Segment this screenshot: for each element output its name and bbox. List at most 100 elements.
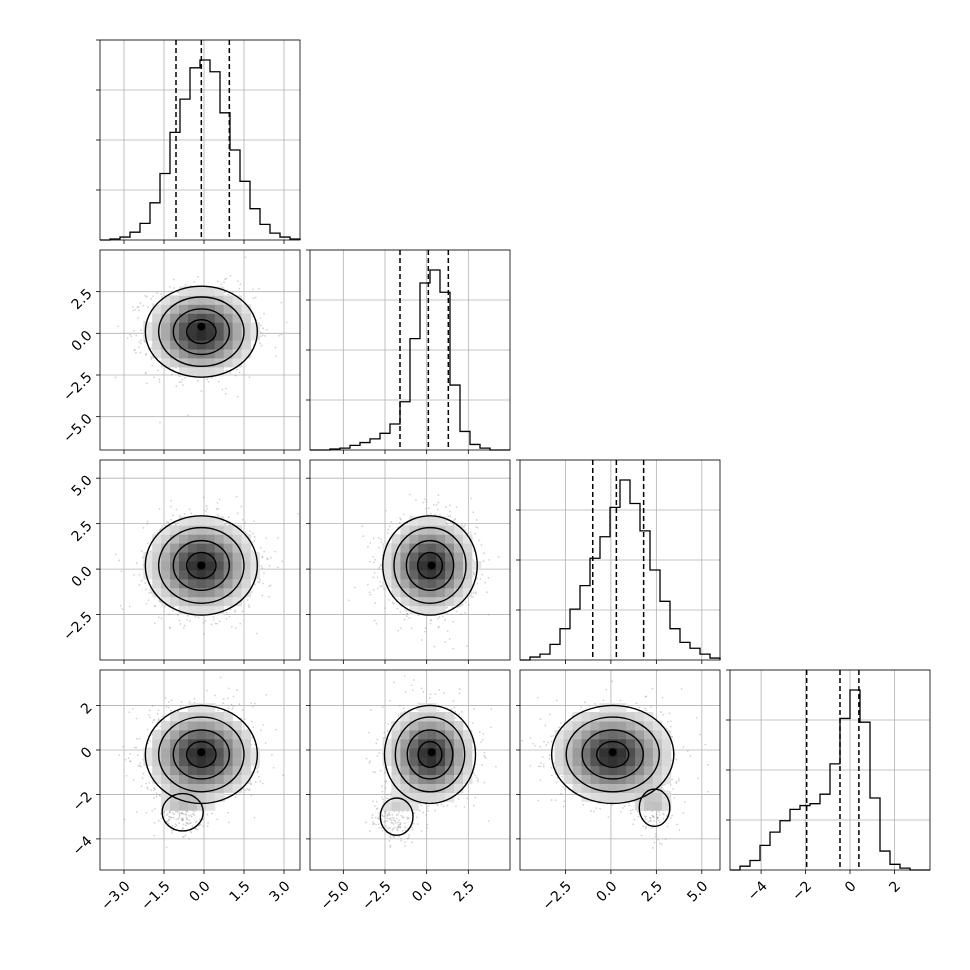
scatter-point bbox=[171, 609, 174, 612]
scatter-point bbox=[406, 612, 409, 615]
scatter-point bbox=[227, 293, 230, 296]
scatter-point bbox=[472, 572, 475, 575]
scatter-point bbox=[153, 834, 156, 837]
density-cell bbox=[161, 357, 171, 368]
scatter-point bbox=[192, 280, 195, 283]
scatter-point bbox=[119, 604, 122, 607]
scatter-point bbox=[262, 327, 264, 330]
scatter-point bbox=[114, 376, 117, 379]
density-cell bbox=[161, 552, 171, 562]
scatter-point bbox=[185, 810, 188, 813]
scatter-point bbox=[145, 352, 148, 355]
density-cell bbox=[453, 560, 464, 571]
scatter-point bbox=[261, 594, 264, 597]
density-cell bbox=[179, 516, 189, 526]
histogram-step-line bbox=[100, 59, 301, 241]
scatter-point bbox=[368, 591, 371, 594]
scatter-point bbox=[253, 520, 256, 523]
density-cell bbox=[161, 322, 171, 332]
scatter-point bbox=[429, 619, 432, 622]
density-cell bbox=[241, 552, 251, 562]
scatter-point bbox=[254, 781, 257, 783]
scatter-point bbox=[121, 608, 124, 610]
density-cell bbox=[143, 569, 153, 580]
density-cell bbox=[152, 552, 162, 562]
scatter-point bbox=[224, 393, 227, 395]
scatter-point bbox=[168, 818, 171, 821]
density-cell bbox=[196, 578, 207, 589]
density-cell bbox=[400, 596, 410, 607]
density-cell bbox=[241, 304, 251, 314]
density-cell bbox=[161, 295, 171, 305]
scatter-point bbox=[129, 760, 132, 763]
scatter-point bbox=[145, 811, 148, 814]
density-cell bbox=[409, 596, 419, 607]
scatter-point bbox=[464, 611, 466, 614]
density-cell bbox=[205, 366, 216, 377]
scatter-point bbox=[184, 377, 187, 379]
scatter-point bbox=[260, 564, 263, 567]
scatter-point bbox=[451, 522, 454, 524]
density-cell bbox=[223, 560, 234, 571]
scatter-point bbox=[372, 561, 375, 564]
scatter-point bbox=[228, 523, 231, 526]
scatter-point bbox=[475, 526, 477, 528]
density-contour-3 bbox=[144, 515, 259, 616]
scatter-point bbox=[278, 334, 280, 337]
scatter-point bbox=[132, 309, 135, 312]
density-cell bbox=[418, 534, 428, 544]
scatter-point bbox=[138, 346, 140, 348]
scatter-point bbox=[262, 582, 265, 585]
density-contour-2 bbox=[157, 526, 245, 604]
scatter-point bbox=[130, 335, 133, 338]
scatter-point bbox=[142, 526, 145, 529]
scatter-point bbox=[263, 550, 266, 553]
scatter-point bbox=[369, 542, 372, 544]
scatter-point bbox=[189, 813, 192, 816]
scatter-point bbox=[134, 308, 137, 311]
density-cell bbox=[391, 587, 401, 598]
scatter-point bbox=[129, 760, 132, 763]
density-cell bbox=[382, 552, 392, 562]
density-cell bbox=[232, 313, 243, 323]
scatter-point bbox=[257, 770, 259, 772]
density-cell bbox=[436, 578, 446, 589]
histogram-panel-0-0 bbox=[96, 39, 301, 244]
scatter-point bbox=[260, 344, 263, 347]
scatter-point bbox=[472, 571, 475, 573]
density-cell bbox=[205, 525, 216, 535]
scatter-point bbox=[148, 781, 151, 784]
scatter-point bbox=[158, 381, 161, 383]
density-cell bbox=[232, 357, 243, 368]
density-cell bbox=[418, 552, 428, 562]
scatter-point bbox=[219, 676, 222, 679]
scatter-point bbox=[158, 599, 161, 602]
scatter-point bbox=[252, 532, 254, 535]
density-cell bbox=[152, 304, 162, 314]
scatter-point bbox=[436, 508, 439, 511]
scatter-point bbox=[227, 707, 230, 709]
peak-marker bbox=[427, 561, 436, 570]
scatter-point bbox=[224, 523, 227, 525]
scatter-point bbox=[374, 602, 377, 604]
scatter-point bbox=[190, 512, 193, 515]
scatter-point bbox=[150, 347, 152, 350]
density-cell bbox=[179, 543, 189, 553]
density-cell bbox=[196, 286, 207, 296]
scatter-point bbox=[244, 256, 247, 259]
scatter-point bbox=[153, 376, 156, 379]
density-cell bbox=[205, 596, 216, 607]
density-cell bbox=[196, 313, 207, 323]
density-cell bbox=[205, 295, 216, 305]
density-cell bbox=[409, 534, 419, 544]
scatter-point bbox=[392, 602, 395, 605]
density-cell bbox=[223, 596, 234, 607]
scatter-point bbox=[172, 287, 175, 289]
scatter-point bbox=[168, 815, 171, 818]
density-cell bbox=[382, 578, 392, 589]
scatter-point bbox=[475, 592, 478, 595]
scatter-point bbox=[133, 329, 136, 332]
density-cell bbox=[196, 516, 207, 526]
scatter-point bbox=[480, 544, 483, 546]
density-cell bbox=[187, 525, 198, 535]
